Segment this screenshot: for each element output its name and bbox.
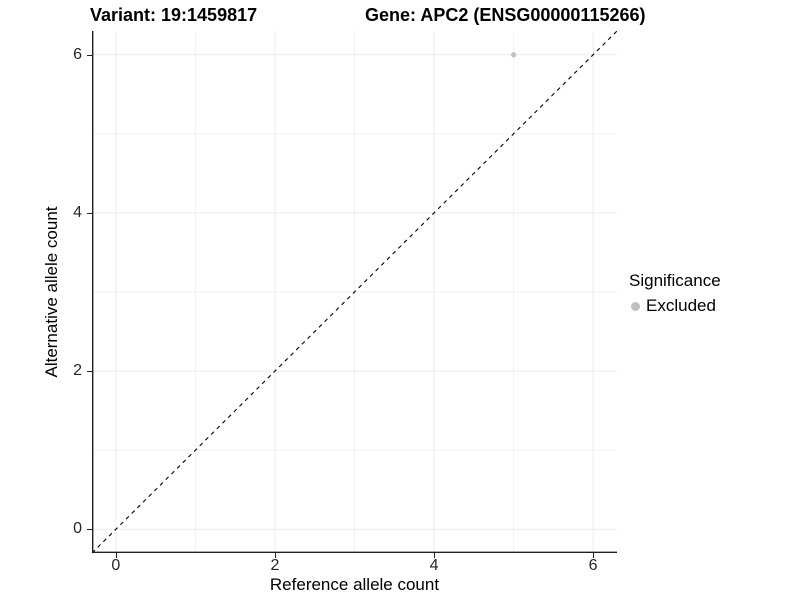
- y-tick-mark: [87, 54, 92, 56]
- legend-item-excluded: Excluded: [631, 296, 721, 316]
- x-tick-label: 4: [429, 557, 439, 574]
- plot-title-gene: Gene: APC2 (ENSG00000115266): [365, 5, 646, 25]
- y-tick-label: 4: [73, 203, 82, 221]
- x-tick-mark: [434, 553, 436, 558]
- x-tick-mark: [115, 553, 117, 558]
- x-tick-mark: [593, 553, 595, 558]
- x-axis-title: Reference allele count: [269, 575, 440, 594]
- y-tick-label: 2: [73, 362, 82, 380]
- y-tick-mark: [87, 371, 92, 373]
- x-tick-mark: [274, 553, 276, 558]
- plot-title-variant: Variant: 19:1459817: [90, 5, 258, 25]
- y-tick-mark: [87, 212, 92, 214]
- y-axis-title: Alternative allele count: [42, 206, 61, 378]
- x-tick-label: 6: [588, 557, 598, 574]
- y-tick-label: 6: [73, 45, 82, 63]
- plot-panel: [91, 30, 618, 554]
- legend-title: Significance: [629, 271, 721, 290]
- legend-point-icon: [631, 301, 640, 311]
- y-tick-mark: [87, 529, 92, 531]
- x-tick-label: 2: [270, 557, 280, 574]
- x-tick-label: 0: [111, 557, 121, 574]
- legend: Significance Excluded: [629, 271, 721, 316]
- legend-item-label: Excluded: [646, 296, 716, 315]
- y-tick-label: 0: [73, 520, 82, 538]
- plot-svg: [91, 30, 618, 554]
